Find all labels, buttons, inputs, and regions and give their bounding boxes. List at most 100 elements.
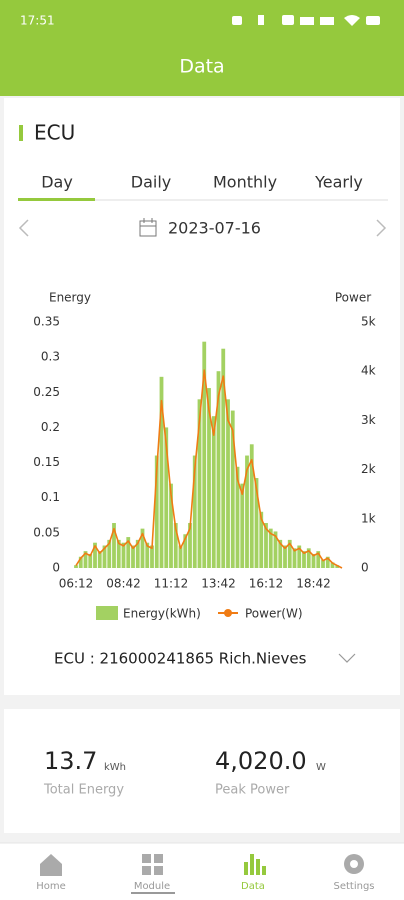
nav-label[interactable]: Data: [241, 881, 265, 892]
x-tick-label: 16:12: [249, 577, 284, 591]
y-tick-label: 0: [52, 561, 60, 575]
energy-bar: [240, 483, 245, 568]
x-tick-label: 06:12: [59, 577, 94, 591]
tab[interactable]: Yearly: [314, 173, 363, 192]
y-tick-label: 0.25: [33, 385, 60, 399]
section-title: ECU: [34, 121, 75, 145]
y-axis-label: Energy: [49, 291, 91, 305]
energy-bar: [316, 551, 321, 568]
power-line: [75, 369, 343, 569]
legend-dot: [224, 609, 232, 617]
energy-bar: [311, 553, 316, 568]
energy-bar: [321, 559, 325, 568]
energy-bar: [169, 483, 173, 568]
header-bar: [0, 0, 404, 96]
energy-bar: [273, 531, 278, 568]
energy-bar: [245, 455, 249, 568]
bottom-nav: [0, 843, 404, 900]
energy-bar: [88, 553, 93, 568]
energy-bar: [131, 545, 135, 568]
energy-bar: [78, 556, 83, 568]
energy-bar: [183, 534, 188, 568]
y2-axis-label: Power: [335, 291, 371, 305]
legend-label: Energy(kWh): [123, 607, 201, 621]
status-icons: [232, 15, 380, 26]
peak-power-label: Peak Power: [215, 783, 290, 798]
energy-bar: [107, 539, 112, 568]
energy-bar: [188, 523, 192, 568]
energy-bar: [178, 545, 183, 568]
device-label[interactable]: ECU : 216000241865 Rich.Nieves: [54, 650, 307, 668]
y-tick-label: 0.35: [33, 315, 60, 329]
energy-bar: [216, 371, 221, 568]
y2-tick-label: 0: [361, 561, 369, 575]
energy-bar: [254, 478, 259, 568]
energy-bar: [283, 545, 287, 568]
energy-bar: [83, 551, 88, 568]
energy-bar: [116, 539, 121, 568]
energy-bar: [121, 542, 126, 568]
y-tick-label: 0.05: [33, 525, 60, 539]
nav-labels: Home Module Data Settings: [36, 881, 374, 892]
prev-arrow[interactable]: [18, 219, 29, 237]
peak-power-value: 4,020.0: [215, 747, 307, 775]
tabs: Day Daily Monthly Yearly: [41, 173, 363, 192]
data-icon[interactable]: [244, 854, 266, 875]
x-tick-label: 08:42: [106, 577, 141, 591]
energy-bar: [306, 548, 311, 568]
energy-bar: [150, 545, 154, 568]
energy-bar: [207, 388, 211, 568]
legend: Energy(kWh) Power(W): [96, 606, 303, 621]
energy-bar: [235, 466, 240, 568]
total-energy-value: 13.7: [44, 747, 97, 775]
y-tick-label: 0.2: [41, 420, 60, 434]
energy-bar: [126, 537, 131, 568]
energy-bar: [292, 548, 297, 568]
date-label[interactable]: 2023-07-16: [168, 219, 261, 238]
energy-bar: [197, 399, 202, 568]
y2-tick-label: 5k: [361, 315, 376, 329]
energy-bar: [330, 562, 335, 568]
next-arrow[interactable]: [376, 219, 387, 237]
home-icon[interactable]: [40, 854, 62, 876]
module-icon[interactable]: [142, 854, 163, 875]
tab[interactable]: Day: [41, 173, 73, 192]
energy-bar: [325, 556, 330, 568]
energy-bar: [140, 528, 145, 568]
x-tick-label: 18:42: [296, 577, 331, 591]
total-energy-label: Total Energy: [43, 783, 124, 798]
legend-swatch: [96, 606, 118, 620]
energy-bar: [226, 399, 230, 568]
energy-bar: [335, 565, 340, 568]
energy-bar: [264, 523, 268, 568]
energy-bar: [211, 416, 216, 568]
energy-bar: [202, 341, 207, 568]
tab[interactable]: Daily: [131, 173, 171, 192]
nav-label[interactable]: Home: [36, 881, 66, 892]
y2-tick-label: 4k: [361, 364, 376, 378]
x-tick-label: 11:12: [154, 577, 189, 591]
energy-bar: [135, 539, 140, 568]
energy-bar: [259, 511, 264, 568]
tab[interactable]: Monthly: [213, 173, 277, 192]
total-energy-unit: kWh: [104, 762, 126, 773]
summary-card: [4, 709, 400, 833]
energy-bar: [287, 539, 292, 568]
energy-bar: [102, 545, 107, 568]
energy-bar: [173, 523, 178, 568]
y2-tick-label: 3k: [361, 413, 376, 427]
y-tick-label: 0.15: [33, 455, 60, 469]
energy-bar: [112, 523, 116, 568]
settings-icon[interactable]: [344, 854, 364, 874]
status-time: 17:51: [20, 14, 55, 28]
energy-bar: [302, 551, 306, 568]
nav-label[interactable]: Module: [134, 881, 170, 892]
device-dropdown[interactable]: [338, 653, 356, 663]
energy-bar: [154, 455, 159, 568]
energy-bar: [192, 455, 197, 568]
energy-bar: [221, 348, 226, 568]
nav-label[interactable]: Settings: [333, 881, 374, 892]
x-tick-label: 13:42: [201, 577, 236, 591]
